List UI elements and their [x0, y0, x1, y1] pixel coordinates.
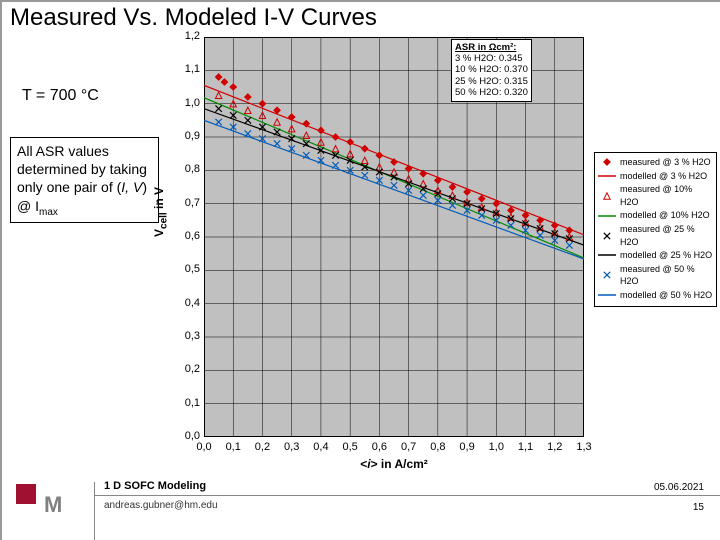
legend-row: measured @ 3 % H2O: [598, 156, 713, 169]
legend-label: modelled @ 10% H2O: [620, 209, 710, 222]
legend-row: measured @ 25 % H2O: [598, 223, 713, 248]
footer-divider-v: [94, 482, 95, 540]
asr-box: ASR in Ωcm²: 3 % H2O: 0.34510 % H2O: 0.3…: [451, 39, 532, 102]
legend-row: modelled @ 25 % H2O: [598, 249, 713, 262]
note-text: All ASR values determined by taking only…: [17, 143, 147, 214]
xtick-label: 0,7: [397, 441, 421, 453]
ytick-label: 0,3: [170, 330, 200, 342]
xtick-label: 0,8: [426, 441, 450, 453]
ytick-label: 0,2: [170, 363, 200, 375]
legend-label: measured @ 10% H2O: [620, 183, 713, 208]
footer-email: andreas.gubner@hm.edu: [104, 500, 218, 511]
ytick-label: 1,2: [170, 30, 200, 42]
footer-page: 15: [693, 502, 704, 513]
chart-area: Vcell in V ASR in Ωcm²: 3 % H2O: 0.34510…: [162, 37, 712, 477]
ytick-label: 0,9: [170, 130, 200, 142]
legend-label: measured @ 50 % H2O: [620, 263, 713, 288]
xtick-label: 0,6: [367, 441, 391, 453]
footer-divider-h: [94, 495, 720, 496]
temperature-label: T = 700 °C: [22, 87, 99, 105]
legend-row: measured @ 10% H2O: [598, 183, 713, 208]
slide-root: Measured Vs. Modeled I-V Curves T = 700 …: [0, 0, 720, 540]
diamond-filled-icon: [598, 157, 616, 167]
x-axis-label: <i> in A/cm²: [204, 457, 584, 471]
x-icon: [598, 231, 616, 241]
xtick-label: 1,3: [572, 441, 596, 453]
xtick-label: 0,5: [338, 441, 362, 453]
xtick-label: 1,0: [484, 441, 508, 453]
legend-row: modelled @ 10% H2O: [598, 209, 713, 222]
xtick-label: 1,2: [543, 441, 567, 453]
legend-row: modelled @ 3 % H2O: [598, 170, 713, 183]
ytick-label: 1,1: [170, 63, 200, 75]
ytick-label: 0,5: [170, 263, 200, 275]
legend-label: modelled @ 50 % H2O: [620, 289, 712, 302]
legend-label: modelled @ 25 % H2O: [620, 249, 712, 262]
line-icon: [598, 250, 616, 260]
y-axis-label: Vcell in V: [152, 187, 169, 237]
ytick-label: 0,6: [170, 230, 200, 242]
ytick-label: 0,7: [170, 197, 200, 209]
x-icon: [598, 270, 616, 280]
footer-title: 1 D SOFC Modeling: [104, 480, 206, 492]
xtick-label: 0,2: [250, 441, 274, 453]
ytick-label: 0,4: [170, 297, 200, 309]
svg-text:M: M: [44, 492, 62, 517]
footer-date: 05.06.2021: [654, 482, 704, 493]
legend-label: modelled @ 3 % H2O: [620, 170, 707, 183]
xtick-label: 0,4: [309, 441, 333, 453]
legend-label: measured @ 25 % H2O: [620, 223, 713, 248]
logo: M: [14, 482, 64, 518]
ytick-label: 1,0: [170, 97, 200, 109]
xtick-label: 0,9: [455, 441, 479, 453]
legend-label: measured @ 3 % H2O: [620, 156, 711, 169]
page-title: Measured Vs. Modeled I-V Curves: [10, 4, 377, 32]
line-icon: [598, 211, 616, 221]
legend-row: modelled @ 50 % H2O: [598, 289, 713, 302]
xtick-label: 0,0: [192, 441, 216, 453]
ytick-label: 0,1: [170, 397, 200, 409]
xtick-label: 0,3: [280, 441, 304, 453]
note-box: All ASR values determined by taking only…: [10, 137, 159, 223]
ytick-label: 0,8: [170, 163, 200, 175]
plot: ASR in Ωcm²: 3 % H2O: 0.34510 % H2O: 0.3…: [204, 37, 584, 437]
line-icon: [598, 290, 616, 300]
legend-row: measured @ 50 % H2O: [598, 263, 713, 288]
triangle-open-icon: [598, 191, 616, 201]
line-icon: [598, 171, 616, 181]
chart-legend: measured @ 3 % H2Omodelled @ 3 % H2Omeas…: [594, 152, 717, 307]
xtick-label: 0,1: [221, 441, 245, 453]
xtick-label: 1,1: [514, 441, 538, 453]
